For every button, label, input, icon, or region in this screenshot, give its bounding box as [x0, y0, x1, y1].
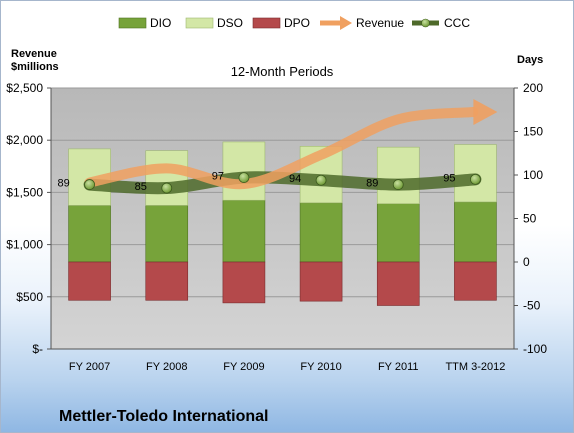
bar-dso	[145, 150, 189, 206]
ccc-data-label: 97	[212, 171, 224, 183]
chart-title: 12-Month Periods	[231, 64, 334, 79]
axes: $- $500 $1,000 $1,500 $2,000 $2,500 -100 -50 0 50…	[6, 81, 547, 373]
left-tick-label: $-	[32, 342, 43, 356]
ccc-point	[238, 172, 250, 184]
bar-dso	[222, 141, 266, 201]
ccc-data-label: 85	[135, 181, 147, 193]
left-axis-label-line2: $millions	[11, 61, 59, 73]
legend-swatch-dso	[185, 17, 214, 29]
left-tick-label: $2,500	[6, 81, 43, 95]
bar-dio	[222, 199, 266, 263]
bar-dio	[454, 201, 497, 263]
right-tick-label: -100	[523, 342, 547, 356]
legend-swatch-ccc-dot	[421, 18, 430, 28]
legend-label-revenue: Revenue	[356, 16, 404, 30]
bar-dpo	[454, 261, 497, 301]
company-name: Mettler-Toledo International	[59, 408, 268, 425]
right-tick-label: 150	[523, 125, 543, 139]
ccc-data-label: 94	[289, 173, 301, 185]
revenue-arrowhead	[473, 99, 498, 126]
bar-dso	[454, 144, 497, 203]
left-tick-label: $500	[16, 290, 43, 304]
ccc-point	[161, 182, 173, 194]
x-tick-label: FY 2008	[146, 361, 187, 373]
right-axis-label: Days	[517, 54, 543, 66]
legend-label-dso: DSO	[217, 16, 243, 30]
bar-dso	[376, 146, 420, 205]
legend: DIO DSO DPO Revenue CCC	[118, 16, 470, 30]
ccc-data-label: 89	[57, 178, 69, 190]
bar-dio	[299, 202, 343, 263]
revenue-line	[84, 107, 479, 190]
right-tick-label: 0	[523, 255, 530, 269]
bar-dio	[376, 203, 420, 263]
legend-label-dpo: DPO	[284, 16, 310, 30]
legend-swatch-dio	[118, 17, 147, 29]
legend-label-dio: DIO	[150, 16, 171, 30]
x-tick-label: FY 2009	[223, 361, 264, 373]
ccc-data-label: 89	[366, 178, 378, 190]
x-tick-label: TTM 3-2012	[445, 361, 505, 373]
bar-dio	[68, 205, 111, 263]
right-tick-label: 50	[523, 212, 537, 226]
bar-dpo	[299, 261, 343, 302]
right-tick-label: 200	[523, 81, 543, 95]
lines: 89 85 97 94 89 95	[57, 99, 498, 195]
right-tick-label: -50	[523, 299, 541, 313]
left-axis-label-line1: Revenue	[11, 48, 57, 60]
left-tick-label: $1,500	[6, 185, 43, 199]
legend-swatch-dpo	[252, 17, 281, 29]
legend-swatch-revenue-head	[340, 16, 352, 30]
bar-dpo	[376, 261, 420, 306]
right-tick-label: 100	[523, 168, 543, 182]
x-tick-label: FY 2011	[378, 361, 419, 373]
bar-dpo	[222, 261, 266, 304]
x-tick-label: FY 2010	[300, 361, 341, 373]
left-tick-label: $1,000	[6, 238, 43, 252]
ccc-data-label: 95	[443, 172, 455, 184]
bar-dpo	[145, 261, 189, 301]
ccc-point	[470, 173, 481, 185]
ccc-point	[315, 174, 327, 186]
plot-area	[51, 88, 514, 349]
x-tick-label: FY 2007	[69, 361, 110, 373]
bar-dpo	[68, 261, 111, 301]
ccc-point	[84, 179, 95, 190]
bar-dio	[145, 205, 189, 263]
left-tick-label: $2,000	[6, 133, 43, 147]
legend-label-ccc: CCC	[444, 16, 470, 30]
ccc-point	[392, 179, 404, 190]
